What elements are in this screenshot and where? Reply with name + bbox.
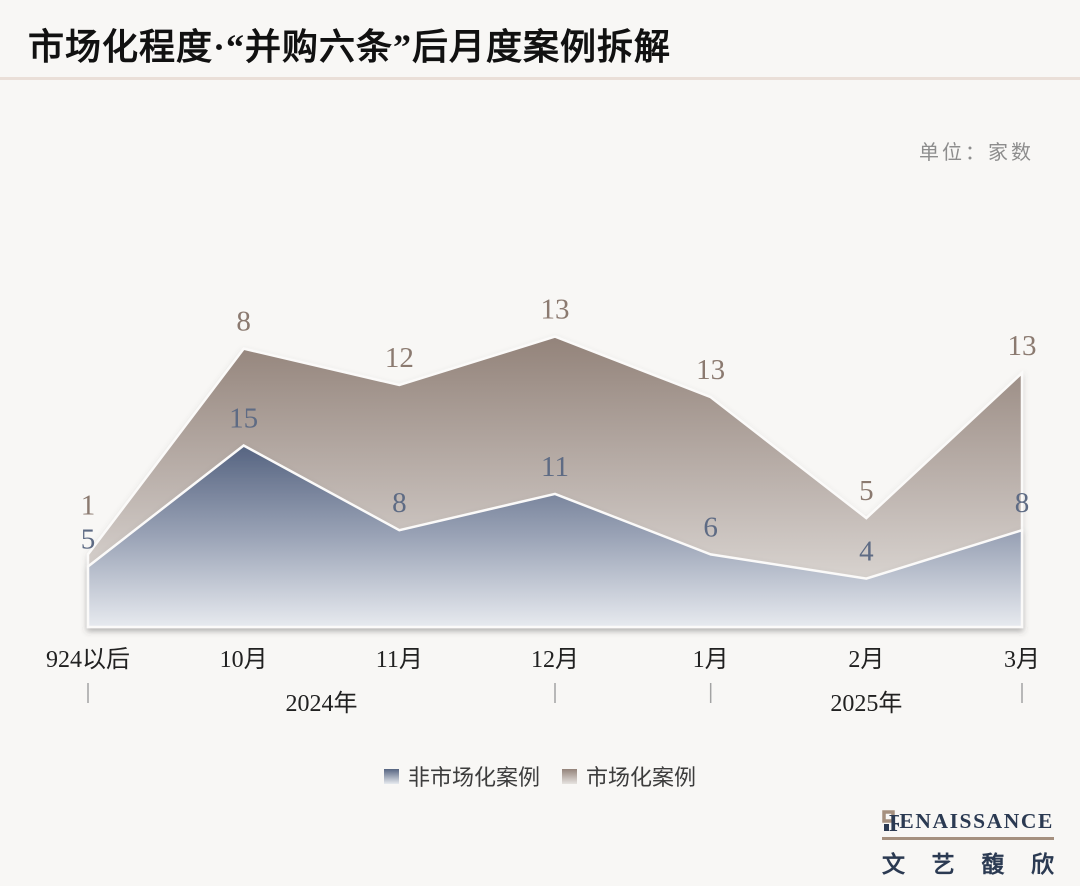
legend-label-non-marketized: 非市场化案例 — [407, 765, 540, 790]
value-label-non-marketized: 6 — [703, 511, 718, 543]
x-axis-label: 924以后 — [46, 646, 130, 673]
x-axis-label: 1月 — [693, 647, 729, 673]
brand-rule — [882, 837, 1054, 840]
value-label-marketized: 8 — [236, 306, 251, 338]
brand-wordmark: R ENAISSANCE — [882, 810, 1054, 833]
value-label-marketized: 13 — [696, 354, 725, 386]
value-label-non-marketized: 5 — [81, 524, 96, 556]
brand-wordmark-rest: ENAISSANCE — [899, 808, 1054, 833]
year-label: 2025年 — [830, 690, 902, 717]
brand-logo: R ENAISSANCE 文艺馥欣 — [882, 810, 1054, 879]
chart-legend: 非市场化案例 市场化案例 — [0, 760, 1080, 792]
year-label: 2024年 — [286, 690, 358, 717]
value-label-marketized: 12 — [385, 342, 414, 374]
value-label-non-marketized: 15 — [229, 403, 258, 435]
stacked-area-chart: 15924以后81510月12811月131112月1361月542月1383月… — [46, 294, 1040, 717]
value-label-marketized: 13 — [541, 294, 570, 326]
area-non-marketized — [86, 444, 1024, 629]
legend-swatch-non-marketized — [383, 768, 399, 784]
legend-label-marketized: 市场化案例 — [586, 765, 697, 790]
logo-r-icon: R — [882, 810, 899, 833]
value-label-non-marketized: 8 — [1015, 487, 1030, 519]
page-title: 市场化程度·“并购六条”后月度案例拆解 — [28, 27, 672, 67]
brand-cn-name: 文艺馥欣 — [882, 851, 1054, 877]
value-label-non-marketized: 4 — [859, 536, 874, 568]
legend-item-non-marketized: 非市场化案例 — [383, 760, 540, 792]
value-label-non-marketized: 8 — [392, 487, 407, 519]
value-label-marketized: 5 — [859, 475, 874, 507]
x-axis-label: 2月 — [848, 647, 884, 673]
x-axis-label: 11月 — [376, 647, 423, 673]
value-label-marketized: 13 — [1008, 330, 1037, 362]
x-axis-label: 3月 — [1004, 647, 1040, 673]
x-axis-label: 10月 — [220, 647, 268, 673]
unit-label: 单位：家数 — [919, 142, 1034, 164]
value-label-non-marketized: 11 — [541, 451, 569, 483]
value-label-marketized: 1 — [81, 490, 96, 522]
legend-item-marketized: 市场化案例 — [562, 760, 696, 792]
title-divider — [0, 77, 1080, 80]
legend-swatch-marketized — [562, 768, 577, 784]
svg-text:R: R — [889, 811, 899, 833]
x-axis-label: 12月 — [531, 647, 579, 673]
